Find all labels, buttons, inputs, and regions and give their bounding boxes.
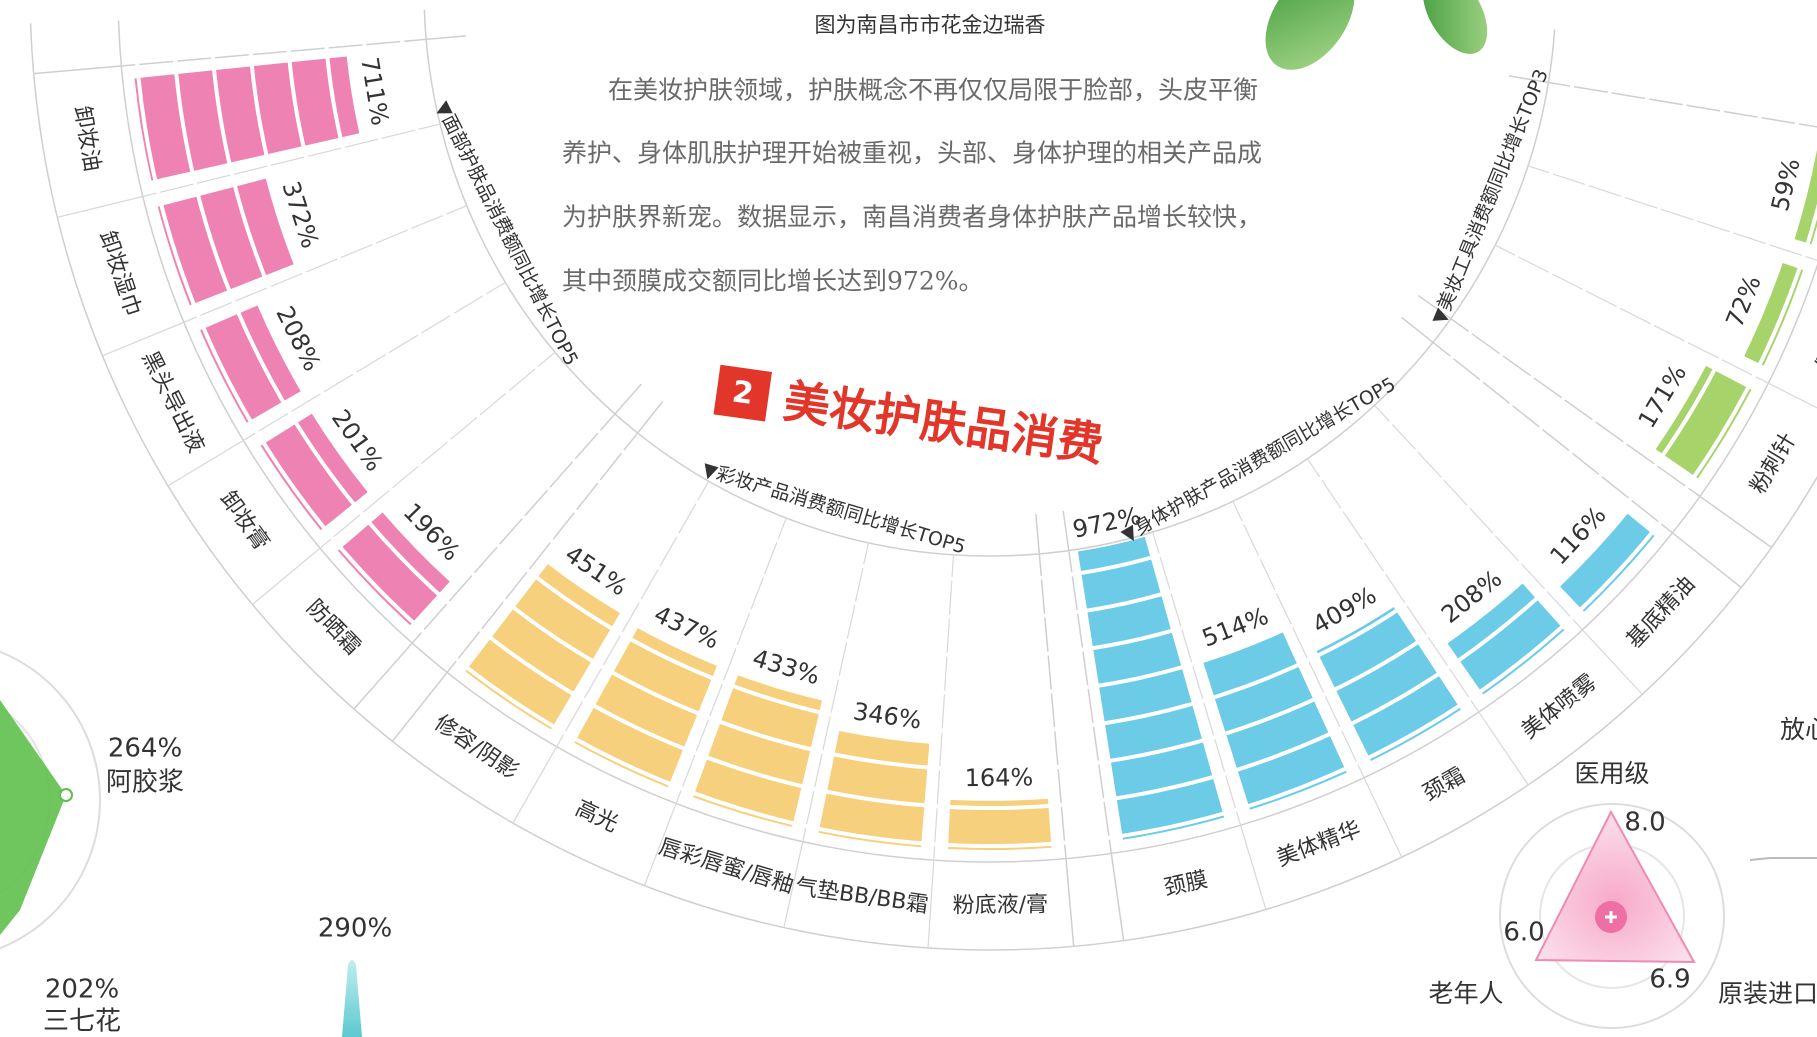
value-label: 59% [1766,156,1806,214]
category-label: 颈膜 [1162,867,1210,901]
category-label: 高光 [571,796,621,837]
panel-label: 6.0 [1503,918,1544,948]
category-label: 卸妆油 [69,104,104,173]
panel-label: 202% [45,975,119,1005]
category-label: 粉底液/膏 [953,892,1049,918]
paragraph-line: 在美妆护肤领域，护肤概念不再仅仅局限于脸部，头皮平衡 [608,76,1258,105]
paragraph-line: 其中颈膜成交额同比增长达到972%。 [562,267,983,296]
section-heading: 2 美妆护肤品消费 [713,364,1107,472]
category-label: 黑头导出液 [137,347,209,456]
bar [819,731,930,847]
category-label: 卸妆湿巾 [94,228,145,319]
panel-label: 6.9 [1649,965,1690,995]
category-label: 基底精油 [1622,572,1700,654]
category-label: 假睫毛 [1812,304,1817,375]
divider [1509,76,1817,147]
infographic: 图为南昌市市花金边瑞香 在美妆护肤领域，护肤概念不再仅仅局限于脸部，头皮平衡 养… [0,0,1817,1037]
panel-label: 放心使 [1780,715,1817,744]
bar [135,56,360,180]
category-label: 粉刺针 [1746,429,1802,498]
panel-label: 老年人 [1428,979,1503,1008]
value-label: 346% [851,697,923,734]
category-label: 修容/阴影 [430,711,523,785]
category-label: 气垫BB/BB霜 [794,875,930,918]
right-panel: 放心使 医用级 8.0 6.0 6.9 老年人 原装进口 [1428,715,1817,1028]
bar [693,675,822,827]
panel-label: 8.0 [1624,808,1665,838]
group-title: ▼身体护肤产品消费额同比增长TOP5 [1118,373,1400,547]
paragraph-line: 为护肤界新宠。数据显示，南昌消费者身体护肤产品增长较快， [562,203,1262,232]
group-title: ▼美妆工具消费额同比增长TOP3 [1428,66,1553,327]
paragraph-line: 养护、身体肌肤护理开始被重视，头部、身体护理的相关产品成 [562,139,1262,168]
category-label: 防晒霜 [301,595,365,660]
panel-label: 阿胶浆 [106,768,184,798]
left-panel: 264% 阿胶浆 290% 202% 三七花 [0,640,392,1037]
bar-stripe [324,13,1654,656]
category-label: 卸妆膏 [215,487,274,555]
category-label: 颈霜 [1419,763,1470,807]
value-label: 164% [964,763,1033,792]
panel-label: 医用级 [1574,759,1649,788]
caption: 图为南昌市市花金边瑞香 [815,13,1046,37]
category-label: 美体精华 [1273,817,1364,872]
group-title: ▼彩妆产品消费额同比增长TOP5 [700,459,968,559]
leaves [1247,0,1500,86]
panel-label: 原装进口 [1718,979,1817,1008]
panel-label: 290% [318,914,392,944]
panel-label: 三七花 [43,1007,121,1037]
panel-label: 264% [108,734,182,764]
category-label: 唇彩唇蜜/唇釉 [656,835,797,899]
section-title: 美妆护肤品消费 [780,374,1106,472]
category-label: 美体喷雾 [1517,670,1601,744]
value-label: 711% [355,55,394,127]
